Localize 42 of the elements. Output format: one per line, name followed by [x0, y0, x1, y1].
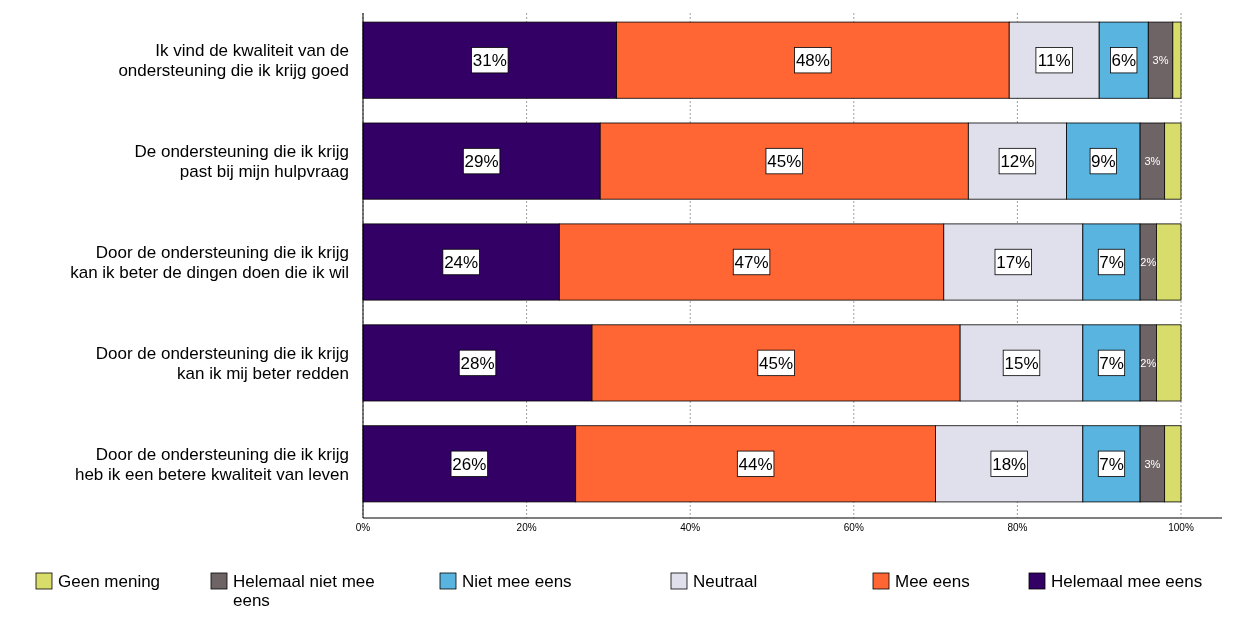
data-label: 48%	[795, 51, 830, 71]
data-label: 26%	[452, 454, 487, 474]
data-label: 45%	[759, 354, 794, 374]
data-label: 2%	[1140, 255, 1157, 268]
data-label: 17%	[996, 253, 1031, 273]
data-label: 44%	[738, 454, 773, 474]
data-label: 9%	[1091, 152, 1116, 172]
data-label: 29%	[464, 152, 499, 172]
x-tick-label: 0%	[355, 522, 371, 533]
data-label: 3%	[1152, 54, 1169, 67]
data-label: 31%	[472, 51, 507, 71]
y-tick-label: Door de ondersteuning die ik krijg kan ik beter de dingen doen die ik wil	[70, 243, 349, 282]
data-label: 2%	[1140, 356, 1157, 369]
legend-label: Geen mening	[58, 572, 161, 591]
data-label: 18%	[992, 454, 1027, 474]
x-tick-label: 60%	[843, 522, 864, 533]
x-tick-label: 40%	[680, 522, 701, 533]
x-tick-label: 100%	[1168, 522, 1194, 533]
y-tick-label: Ik vind de kwaliteit van de ondersteuning die ik krijg goed	[118, 41, 349, 81]
data-label: 11%	[1037, 51, 1071, 71]
y-tick-label: Door de ondersteuning die ik krijg heb ik een betere kwaliteit van leven	[74, 444, 349, 484]
legend-label: Neutraal	[693, 572, 758, 591]
legend-label: Helemaal mee eens	[1051, 572, 1203, 591]
data-label: 28%	[460, 354, 495, 374]
data-label: 45%	[767, 152, 802, 172]
data-label: 7%	[1099, 454, 1124, 474]
x-tick-label: 80%	[1007, 522, 1028, 533]
data-label: 3%	[1144, 457, 1161, 470]
data-label: 7%	[1099, 253, 1124, 273]
legend-label: Mee eens	[895, 572, 970, 591]
legend-label: Niet mee eens	[462, 572, 572, 591]
x-tick-label: 20%	[516, 522, 537, 533]
data-label: 6%	[1111, 51, 1137, 71]
y-tick-label: De ondersteuning die ik krijg past bij mijn hulpvraag	[134, 142, 349, 182]
data-label: 15%	[1004, 354, 1039, 374]
data-label: 12%	[1000, 152, 1035, 172]
data-label: 7%	[1099, 354, 1124, 374]
y-tick-label: Door de ondersteuning die ik krijg kan ik mij beter redden	[95, 343, 349, 383]
legend-label: Helemaal niet mee eens	[233, 572, 375, 610]
data-label: 47%	[734, 253, 769, 273]
data-label: 24%	[444, 253, 479, 273]
data-label: 3%	[1144, 155, 1161, 168]
